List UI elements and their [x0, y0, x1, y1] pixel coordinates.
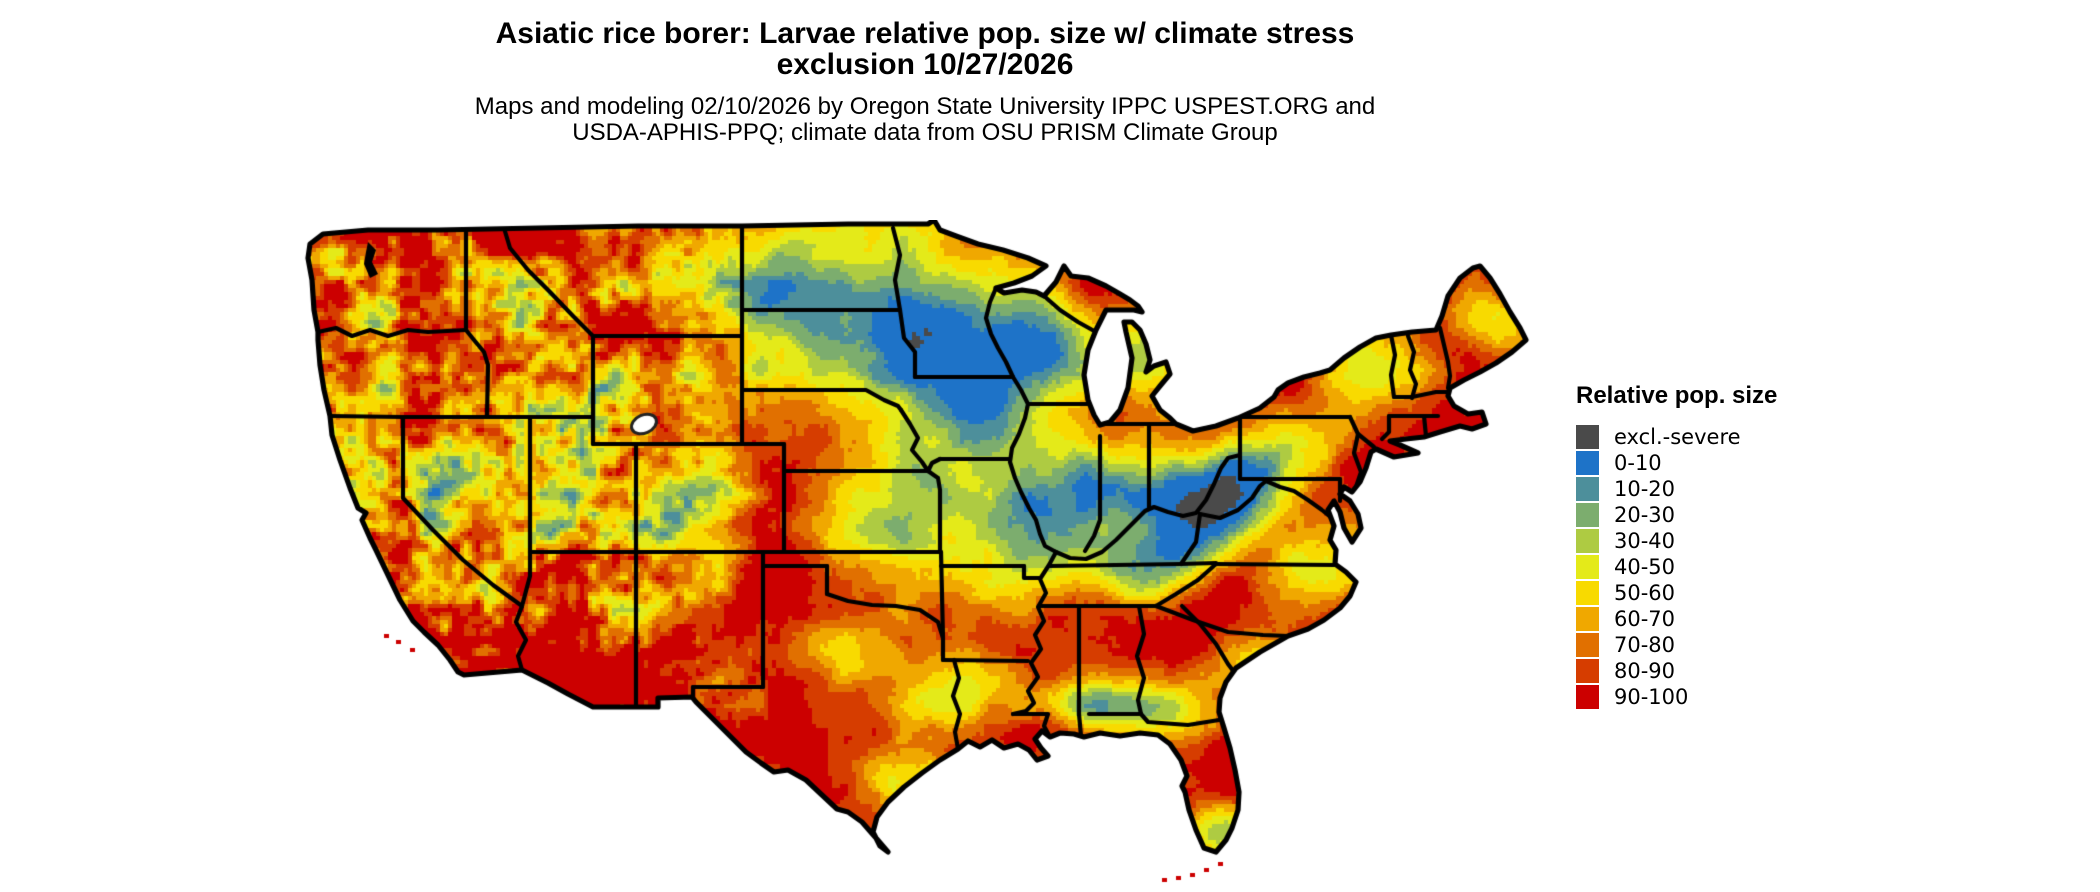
legend-row: 50-60 — [1576, 580, 1876, 606]
legend-title: Relative pop. size — [1576, 382, 1778, 409]
legend-row: 60-70 — [1576, 606, 1876, 632]
legend-label: 40-50 — [1614, 555, 1676, 579]
legend-label: excl.-severe — [1614, 425, 1741, 449]
legend-swatch — [1576, 451, 1599, 475]
legend-swatch — [1576, 555, 1599, 579]
legend-row: 30-40 — [1576, 528, 1876, 554]
page-subtitle: Maps and modeling 02/10/2026 by Oregon S… — [474, 93, 1376, 146]
legend-swatch — [1576, 529, 1599, 553]
legend-label: 50-60 — [1614, 581, 1676, 605]
legend-swatch — [1576, 581, 1599, 605]
us-choropleth-map — [288, 220, 1540, 888]
legend-row: 70-80 — [1576, 632, 1876, 658]
legend-row: excl.-severe — [1576, 424, 1876, 450]
legend-row: 40-50 — [1576, 554, 1876, 580]
header: Asiatic rice borer: Larvae relative pop.… — [0, 18, 1850, 146]
legend-swatch — [1576, 503, 1599, 527]
legend: Relative pop. size excl.-severe 0-10 10-20… — [1576, 382, 1876, 710]
legend-swatch — [1576, 425, 1599, 449]
legend-row: 0-10 — [1576, 450, 1876, 476]
legend-row: 90-100 — [1576, 684, 1876, 710]
legend-swatch — [1576, 607, 1599, 631]
legend-label: 80-90 — [1614, 659, 1676, 683]
legend-label: 70-80 — [1614, 633, 1676, 657]
legend-label: 90-100 — [1614, 685, 1689, 709]
legend-swatch — [1576, 685, 1599, 709]
legend-label: 10-20 — [1614, 477, 1676, 501]
legend-row: 80-90 — [1576, 658, 1876, 684]
legend-label: 0-10 — [1614, 451, 1662, 475]
legend-swatch — [1576, 659, 1599, 683]
legend-label: 60-70 — [1614, 607, 1676, 631]
legend-rows: excl.-severe 0-10 10-20 20-30 30-40 40-50 50-6… — [1576, 424, 1876, 710]
legend-label: 20-30 — [1614, 503, 1676, 527]
legend-swatch — [1576, 633, 1599, 657]
legend-label: 30-40 — [1614, 529, 1676, 553]
map-container — [288, 220, 1540, 888]
legend-row: 10-20 — [1576, 476, 1876, 502]
legend-swatch — [1576, 477, 1599, 501]
page-title: Asiatic rice borer: Larvae relative pop.… — [495, 17, 1355, 81]
legend-row: 20-30 — [1576, 502, 1876, 528]
